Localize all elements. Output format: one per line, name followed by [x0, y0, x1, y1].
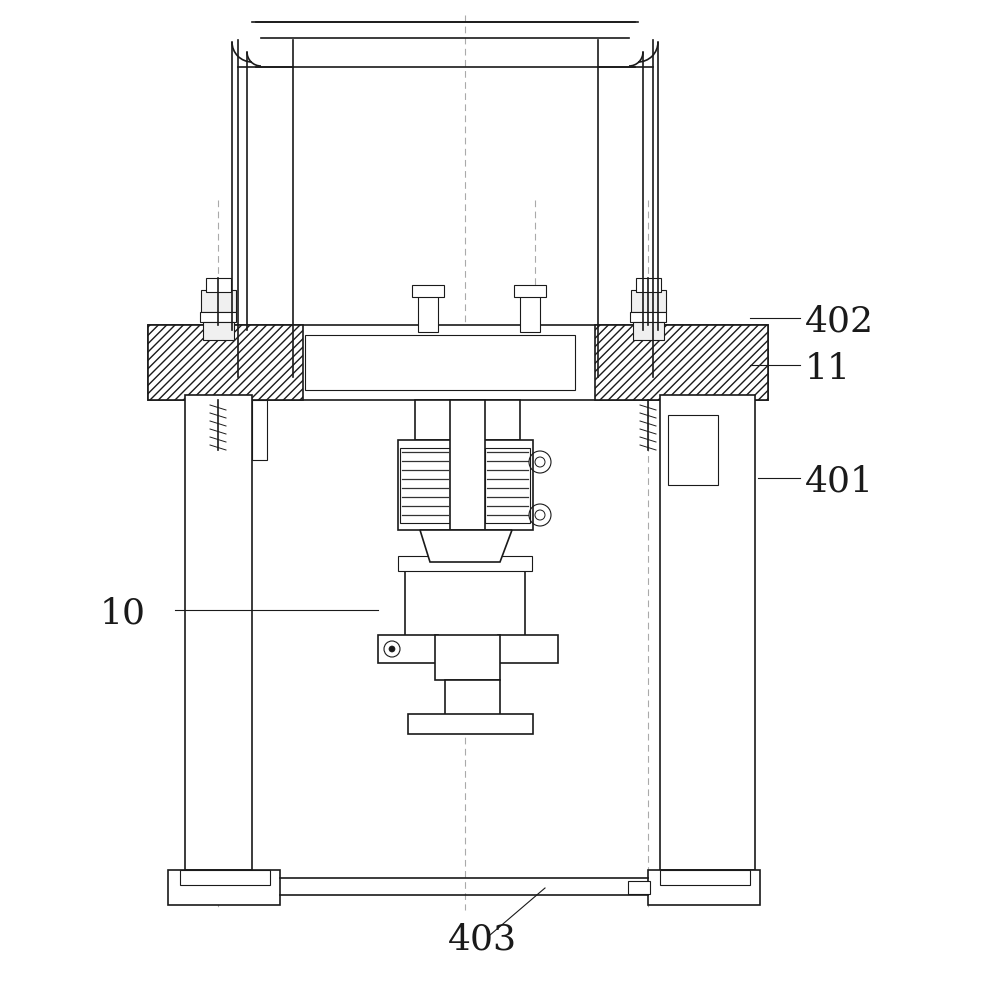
Bar	[412, 285, 444, 297]
Text: 10: 10	[100, 597, 146, 631]
Polygon shape	[420, 530, 512, 562]
Bar	[148, 325, 768, 400]
Bar	[514, 285, 546, 297]
Circle shape	[389, 646, 395, 652]
Bar	[660, 870, 750, 885]
Bar	[628, 881, 650, 894]
Bar	[378, 635, 438, 663]
Bar	[201, 290, 236, 312]
Bar	[408, 714, 533, 734]
Bar	[435, 635, 500, 680]
Bar	[185, 395, 252, 870]
Bar	[405, 562, 525, 637]
Bar	[485, 448, 530, 523]
Bar	[200, 312, 236, 322]
Bar	[168, 870, 280, 905]
Bar	[180, 870, 270, 885]
Text: 402: 402	[805, 305, 874, 339]
Bar	[305, 335, 575, 390]
Bar	[398, 440, 533, 530]
Bar	[418, 287, 438, 332]
Bar	[148, 325, 303, 400]
Bar	[630, 312, 666, 322]
Bar	[595, 325, 768, 400]
Bar	[660, 395, 755, 870]
Bar	[668, 415, 718, 485]
Bar	[520, 287, 540, 332]
Bar	[445, 680, 500, 715]
Text: 11: 11	[805, 352, 851, 386]
Bar	[415, 400, 520, 440]
Bar	[631, 290, 666, 312]
Text: 401: 401	[805, 465, 874, 499]
Bar	[450, 400, 485, 530]
Bar	[636, 278, 661, 292]
Bar	[203, 322, 234, 340]
Bar	[648, 870, 760, 905]
Bar	[398, 556, 532, 571]
Bar	[252, 400, 267, 460]
Bar	[206, 278, 231, 292]
Text: 403: 403	[448, 923, 517, 957]
Bar	[400, 448, 450, 523]
Bar	[633, 322, 664, 340]
Bar	[498, 635, 558, 663]
